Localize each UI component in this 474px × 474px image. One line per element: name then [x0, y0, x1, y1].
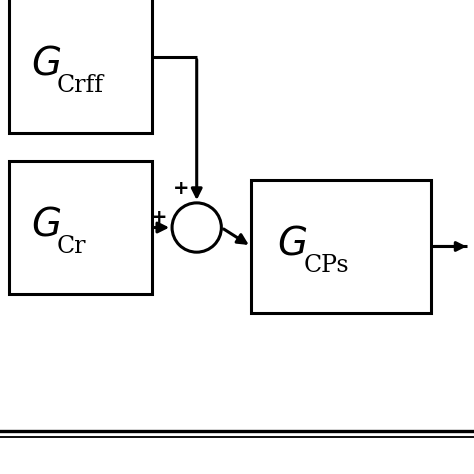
Text: $G$: $G$	[31, 207, 61, 244]
Bar	[9, 0, 152, 133]
Text: Crff: Crff	[57, 74, 104, 97]
Text: +: +	[151, 208, 167, 227]
Text: $G$: $G$	[277, 226, 308, 263]
Text: $G$: $G$	[31, 46, 61, 82]
Text: CPs: CPs	[303, 254, 349, 277]
Bar	[251, 180, 431, 313]
Bar	[9, 161, 152, 294]
Text: +: +	[173, 179, 190, 198]
Circle shape	[172, 203, 221, 252]
Text: Cr: Cr	[57, 235, 86, 258]
